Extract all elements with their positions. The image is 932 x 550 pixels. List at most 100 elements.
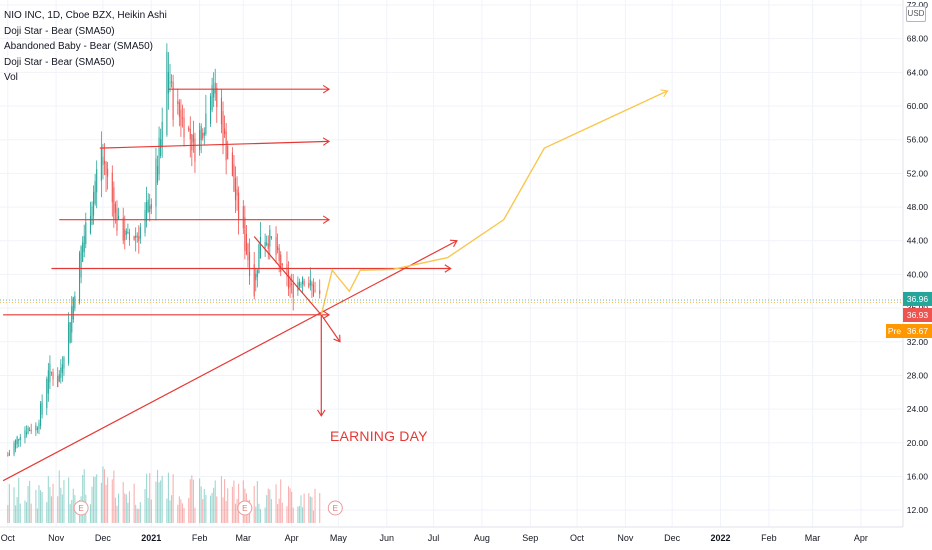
trend-line (2, 240, 458, 482)
candle-body (171, 81, 173, 83)
candle-body (147, 199, 149, 212)
earning-arrow-diag (320, 314, 341, 343)
candle-body (71, 306, 73, 333)
volume-bar (224, 479, 226, 523)
volume-bar (146, 473, 148, 523)
volume-bar (7, 505, 9, 523)
candle-body (255, 273, 257, 281)
candle-body (167, 72, 169, 94)
candle-body (13, 443, 15, 455)
volume-bar (211, 492, 213, 523)
earnings-marker (73, 500, 89, 516)
volume-bar (38, 485, 40, 523)
volume-bar (231, 486, 233, 523)
volume-bar (278, 498, 280, 523)
candle-body (133, 236, 135, 240)
candle-body (36, 427, 38, 431)
candle-body (158, 137, 160, 175)
volume-bar (214, 480, 216, 523)
currency-button[interactable]: USD (906, 6, 926, 22)
candle-body (136, 235, 138, 237)
volume-bar (60, 487, 62, 523)
volume-bar (256, 481, 258, 523)
volume-bar (91, 486, 93, 523)
candle-body (124, 229, 126, 241)
price-axis[interactable]: 12.0016.0020.0024.0028.0032.0036.0040.00… (902, 0, 932, 550)
volume-bar (258, 503, 260, 523)
projection-path (0, 89, 903, 315)
volume-bar (155, 481, 157, 523)
candle-body (68, 322, 70, 364)
volume-bar (122, 482, 124, 523)
candle-body (102, 156, 104, 166)
horizontal-levels (3, 84, 452, 320)
candle-body (149, 205, 151, 212)
time-tick-label: Oct (1, 533, 16, 543)
volume-bar (24, 500, 26, 523)
candle-body (247, 243, 249, 261)
candle-body (125, 230, 127, 235)
volume-bar (133, 483, 135, 523)
volume-bar (303, 493, 305, 523)
time-tick-label: May (330, 533, 348, 543)
volume-bar (36, 508, 38, 523)
arrow-head (449, 239, 458, 248)
time-axis[interactable]: Oct Nov Dec 2021 Feb Mar Apr May Jun Jul Aug Sep Oct… (0, 526, 932, 550)
volume-bar (297, 506, 299, 523)
price-tick-label: 44.00 (907, 236, 929, 246)
candle-body (85, 222, 87, 245)
arrow-head (322, 215, 331, 224)
volume-bar (291, 491, 293, 523)
volume-bar (83, 469, 85, 523)
price-axis-bg (903, 0, 932, 550)
candle-body (146, 201, 148, 222)
candle-body (7, 455, 9, 457)
candle-body (303, 280, 305, 286)
candle-body (50, 371, 53, 373)
indicator-3[interactable]: Doji Star - Bear (SMA50) (4, 56, 115, 68)
price-tick-label: 64.00 (907, 67, 929, 77)
candle-body (160, 139, 162, 157)
volume-bar (222, 497, 224, 523)
indicator-2[interactable]: Abandoned Baby - Bear (SMA50) (4, 41, 153, 52)
volume-bar (172, 474, 174, 523)
volume-bar (180, 499, 182, 523)
indicator-1[interactable]: Doji Star - Bear (SMA50) (4, 25, 115, 37)
volume-bar (160, 480, 162, 523)
volume-bar (71, 500, 73, 523)
candle-body (25, 432, 28, 435)
earnings-marker-label: E (333, 504, 338, 513)
volume-bar (233, 480, 235, 523)
candle-body (74, 296, 76, 309)
candle-body (38, 422, 40, 429)
candle-body (275, 237, 277, 256)
candle-body (231, 152, 233, 177)
arrow-head (317, 409, 326, 417)
volume-bar (105, 484, 107, 523)
price-tags: 36.96 36.93 36.67 Pre (886, 292, 932, 338)
volume-bar (124, 493, 126, 523)
volume-bar (277, 504, 279, 523)
volume-bar (16, 497, 18, 523)
arrow-head (444, 264, 452, 273)
volume-bar (267, 488, 269, 523)
volume-bar (194, 507, 196, 523)
volume-bar (308, 493, 310, 523)
volume-bar (25, 502, 28, 523)
volume-bar (200, 486, 202, 523)
candle-body (278, 248, 280, 262)
earnings-marker-label: E (242, 504, 247, 513)
candle-body (297, 282, 299, 291)
volume-bar (107, 477, 109, 523)
indicator-vol[interactable]: Vol (4, 72, 18, 83)
volume-bar (63, 480, 65, 523)
volume-bar (213, 487, 215, 523)
volume-bar (116, 505, 118, 523)
candle-body (202, 133, 204, 139)
candle-body (80, 246, 82, 278)
volume-bar (266, 495, 268, 523)
candle-body (166, 51, 168, 135)
volume-bar (72, 488, 74, 523)
symbol-title[interactable]: NIO INC, 1D, Cboe BZX, Heikin Ashi (4, 10, 167, 21)
